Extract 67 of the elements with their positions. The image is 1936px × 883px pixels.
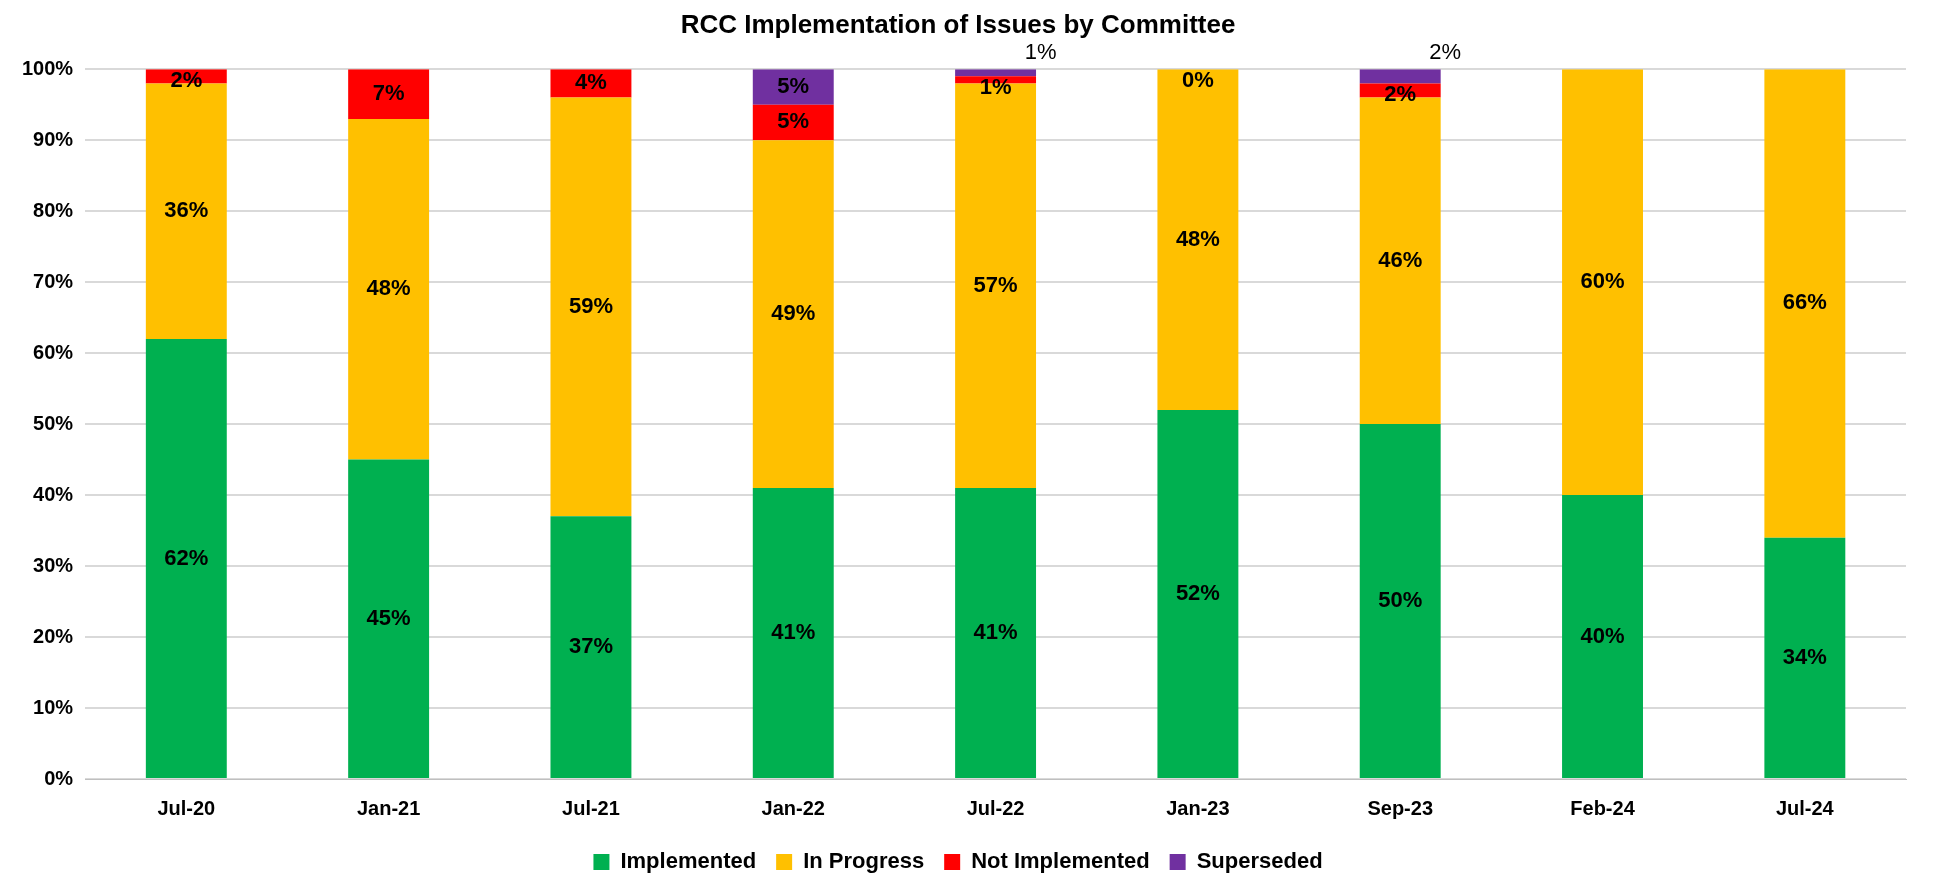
data-label: 50% [1378, 587, 1423, 613]
bar [1562, 69, 1643, 496]
legend-label: Not Implemented [971, 848, 1150, 874]
y-tick-label: 10% [33, 695, 74, 718]
y-tick-label: 80% [33, 198, 74, 221]
y-tick-label: 60% [33, 340, 74, 363]
bar [1359, 69, 1441, 84]
data-label: 41% [973, 619, 1018, 645]
y-tick-label: 90% [33, 127, 74, 150]
y-tick-label: 100% [22, 56, 74, 79]
bar [145, 338, 227, 778]
data-label: 0% [1181, 67, 1214, 93]
bar [348, 459, 430, 778]
data-label: 52% [1175, 580, 1220, 606]
y-tick-label: 30% [33, 553, 74, 576]
legend-label: Implemented [620, 848, 757, 874]
data-label: 62% [164, 544, 209, 570]
bar [752, 140, 834, 488]
bar [1359, 424, 1441, 778]
bar [1157, 409, 1239, 778]
y-tick-label: 70% [33, 269, 74, 292]
data-label: 59% [568, 293, 613, 319]
data-label: 40% [1580, 622, 1625, 648]
x-tick-label: Jan-21 [356, 796, 421, 819]
x-tick-label: Feb-24 [1570, 796, 1636, 819]
data-label: 46% [1378, 246, 1423, 272]
bar [1562, 495, 1643, 778]
bar [1157, 69, 1239, 410]
data-label: 5% [777, 73, 810, 99]
bar [348, 118, 430, 460]
data-label: 57% [973, 271, 1018, 297]
y-tick-label: 0% [44, 766, 74, 789]
data-label: 7% [372, 80, 405, 106]
data-label: 1% [1024, 39, 1057, 65]
data-label: 36% [164, 197, 209, 223]
x-tick-label: Jan-23 [1166, 796, 1230, 819]
data-label: 45% [366, 604, 411, 630]
x-tick-label: Jan-22 [761, 796, 825, 819]
legend-label: Superseded [1196, 848, 1323, 874]
bar [752, 487, 834, 778]
data-label: 48% [366, 275, 411, 301]
x-tick-label: Jul-24 [1775, 796, 1835, 819]
x-tick-label: Jul-21 [562, 796, 620, 819]
x-tick-label: Jul-20 [157, 796, 216, 819]
data-label: 41% [771, 619, 816, 645]
data-label: 48% [1175, 225, 1220, 251]
bar [348, 69, 430, 119]
chart-title: RCC Implementation of Issues by Committee [680, 8, 1236, 39]
y-tick-label: 40% [33, 482, 74, 505]
bar [550, 516, 632, 778]
data-label: 4% [575, 69, 607, 95]
data-label: 34% [1782, 643, 1827, 669]
data-label: 5% [777, 108, 810, 134]
bar [955, 487, 1037, 778]
data-label: 2% [1429, 39, 1462, 65]
bar [1764, 69, 1846, 538]
y-tick-label: 50% [33, 411, 74, 434]
bar [1764, 537, 1846, 778]
legend-label: In Progress [803, 848, 925, 874]
y-tick-label: 20% [33, 624, 74, 647]
bar [550, 97, 632, 517]
x-tick-label: Sep-23 [1367, 796, 1434, 819]
data-label: 66% [1782, 289, 1827, 315]
x-tick-label: Jul-22 [966, 796, 1025, 819]
data-label: 60% [1580, 268, 1625, 294]
data-label: 49% [771, 300, 816, 326]
data-label: 37% [568, 633, 613, 659]
